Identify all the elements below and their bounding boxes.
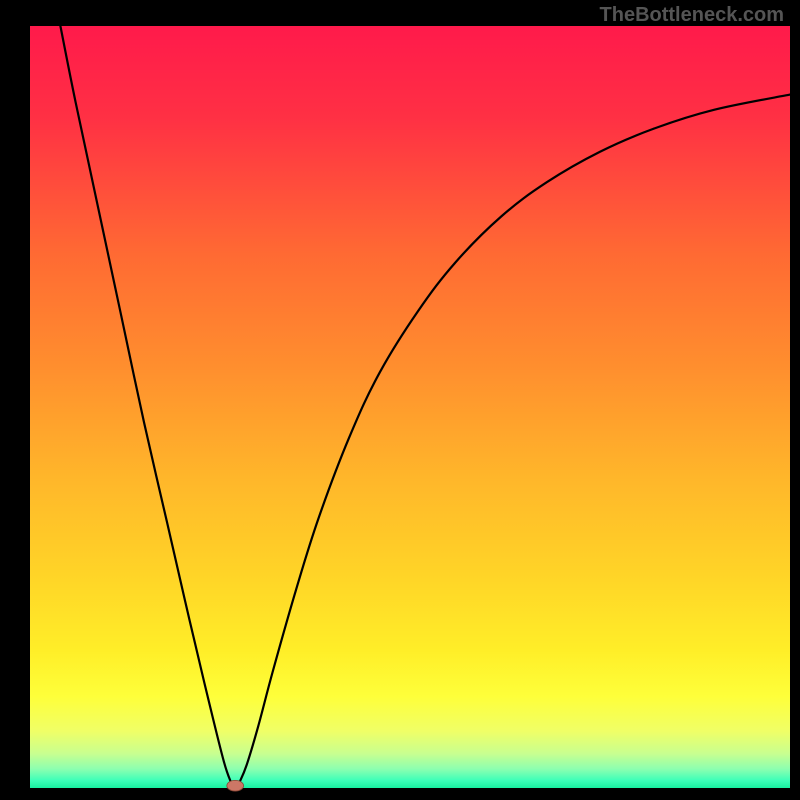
- bottleneck-chart: TheBottleneck.com: [0, 0, 800, 800]
- chart-svg: [0, 0, 800, 800]
- optimal-marker: [227, 780, 244, 791]
- gradient-background: [30, 26, 790, 788]
